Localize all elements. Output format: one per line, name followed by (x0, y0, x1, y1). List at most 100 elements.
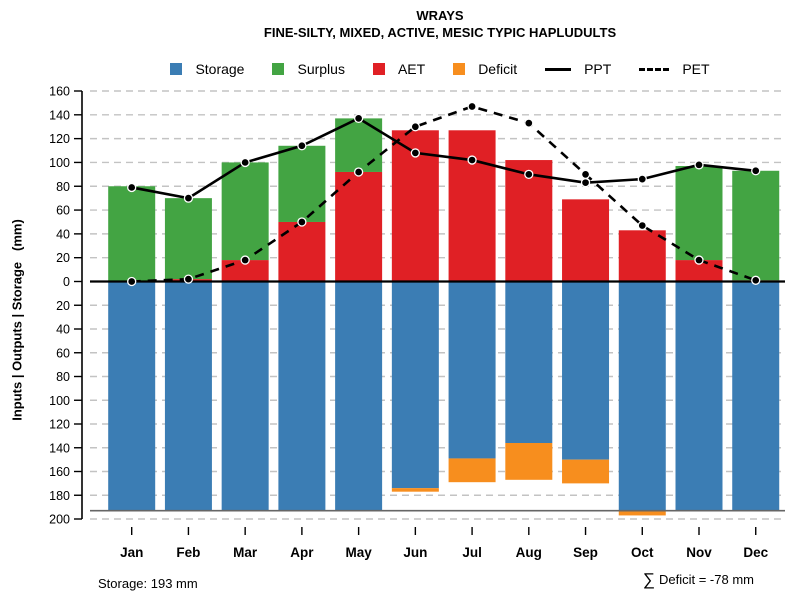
y-tick-label: 160 (49, 465, 70, 479)
aet-bar (448, 130, 496, 282)
page-subtitle: FINE-SILTY, MIXED, ACTIVE, MESIC TYPIC H… (263, 25, 617, 40)
y-tick-label: 120 (49, 418, 70, 432)
aet-bar (675, 260, 723, 282)
storage-bar (278, 281, 326, 511)
y-tick-label: 200 (49, 513, 70, 527)
storage-swatch-icon (170, 63, 183, 75)
deficit-note-text: Deficit = -78 mm (659, 572, 754, 587)
ppt-point (353, 113, 364, 124)
pet-point (240, 255, 250, 265)
storage-bar (618, 281, 666, 511)
month-label: May (345, 545, 372, 560)
month-label: Feb (176, 545, 200, 560)
y-tick-label: 180 (49, 489, 70, 503)
deficit-swatch-icon (453, 63, 466, 75)
ppt-point (240, 157, 250, 168)
storage-bar (391, 281, 439, 489)
y-tick-label: 40 (56, 227, 70, 241)
aet-swatch-icon (372, 63, 385, 75)
storage-bar (164, 281, 212, 511)
legend-item-storage: Storage (170, 61, 244, 77)
month-label: Mar (233, 545, 258, 560)
month-label: Jan (120, 545, 143, 560)
pet-point (410, 122, 421, 132)
y-tick-label: 20 (56, 251, 70, 265)
y-tick-label: 20 (56, 299, 70, 313)
storage-bar (562, 281, 610, 460)
pet-point (467, 101, 477, 112)
legend-label-storage: Storage (195, 61, 245, 77)
ppt-point (127, 182, 137, 193)
y-tick-label: 0 (63, 275, 70, 289)
pet-point (297, 217, 307, 227)
storage-bar (675, 281, 723, 511)
surplus-bar (732, 170, 780, 281)
month-label: Apr (290, 545, 314, 560)
y-tick-label: 100 (49, 394, 70, 408)
aet-bar (505, 160, 553, 282)
deficit-bar (505, 443, 553, 480)
month-label: Dec (743, 545, 768, 560)
y-tick-label: 100 (49, 156, 70, 170)
y-axis-title: Inputs | Outputs | Storage (mm) (9, 219, 25, 421)
legend-item-pet: PET (639, 61, 710, 77)
pet-point (694, 255, 704, 265)
sigma-symbol: ∑ (642, 570, 655, 589)
legend-item-aet: AET (372, 61, 425, 77)
month-label: Sep (573, 545, 598, 560)
ppt-line (131, 116, 756, 200)
storage-bar (335, 281, 383, 511)
ppt-point (410, 148, 421, 158)
ppt-point (751, 166, 761, 176)
month-label: Nov (686, 545, 712, 560)
legend-item-surplus: Surplus (272, 61, 345, 77)
pet-line (131, 105, 757, 283)
legend-label-surplus: Surplus (297, 61, 345, 77)
legend: Storage Surplus AET Deficit PPT PET (95, 61, 785, 77)
pet-point (751, 275, 761, 285)
storage-note: Storage: 193 mm (98, 576, 198, 591)
storage-bar (221, 281, 269, 511)
month-label: Aug (516, 545, 542, 560)
legend-label-deficit: Deficit (478, 61, 518, 77)
y-tick-label: 80 (56, 180, 70, 194)
y-tick-label: 80 (56, 370, 70, 384)
surplus-bar (108, 186, 156, 282)
legend-item-ppt: PPT (545, 61, 611, 77)
pet-point (183, 274, 194, 284)
surplus-bar (675, 166, 723, 261)
aet-bar (278, 221, 326, 282)
legend-item-deficit: Deficit (453, 61, 517, 77)
y-tick-label: 60 (56, 346, 70, 360)
surplus-bar (164, 198, 212, 280)
y-tick-label: 140 (49, 441, 70, 455)
aet-bar (618, 230, 666, 282)
legend-label-ppt: PPT (584, 61, 612, 77)
storage-bar (108, 281, 156, 511)
deficit-note: ∑ Deficit = -78 mm (643, 571, 754, 588)
deficit-bar (448, 458, 496, 483)
ppt-point (524, 169, 534, 179)
ppt-point (183, 193, 194, 203)
y-tick-label: 40 (56, 323, 70, 337)
y-tick-label: 160 (49, 85, 70, 99)
ppt-point (694, 160, 704, 170)
deficit-bar (562, 459, 610, 484)
surplus-bar (278, 145, 326, 222)
month-label: Jun (403, 545, 427, 560)
solid-line-icon (545, 67, 572, 71)
ppt-point (580, 178, 591, 188)
storage-bar (448, 281, 496, 459)
pet-point (353, 167, 364, 177)
pet-point (637, 220, 647, 231)
surplus-swatch-icon (272, 63, 285, 75)
storage-bar (505, 281, 553, 443)
pet-point (580, 169, 591, 179)
y-tick-label: 120 (49, 132, 70, 146)
ppt-point (467, 155, 477, 165)
ppt-point (637, 174, 647, 184)
legend-label-pet: PET (682, 61, 710, 77)
aet-bar (562, 199, 610, 282)
